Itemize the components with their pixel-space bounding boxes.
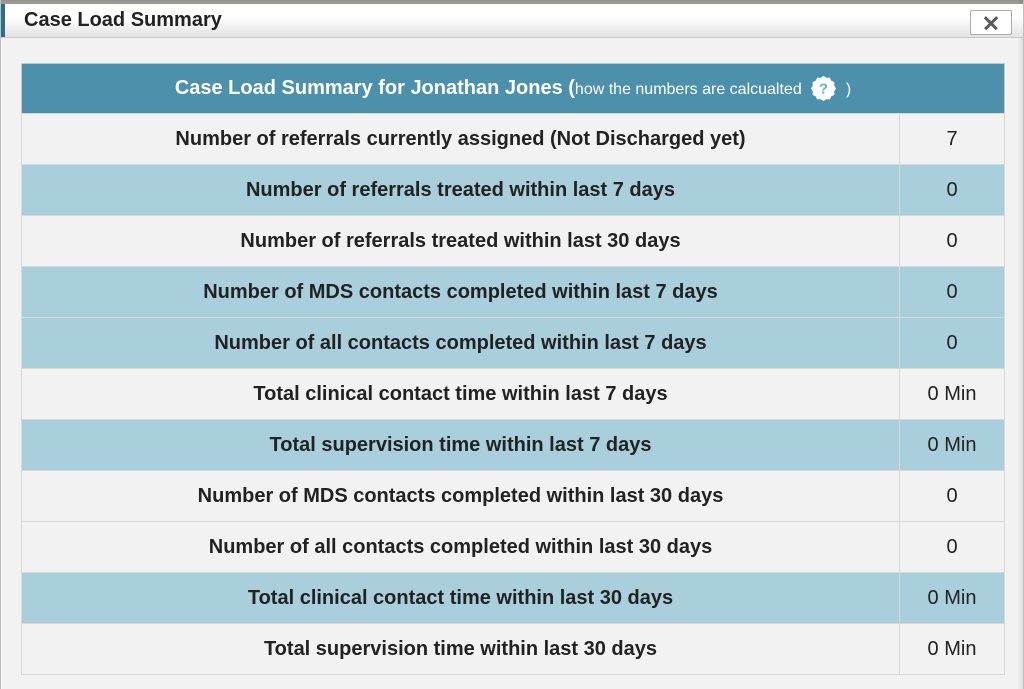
svg-text:?: ? [819, 80, 828, 97]
